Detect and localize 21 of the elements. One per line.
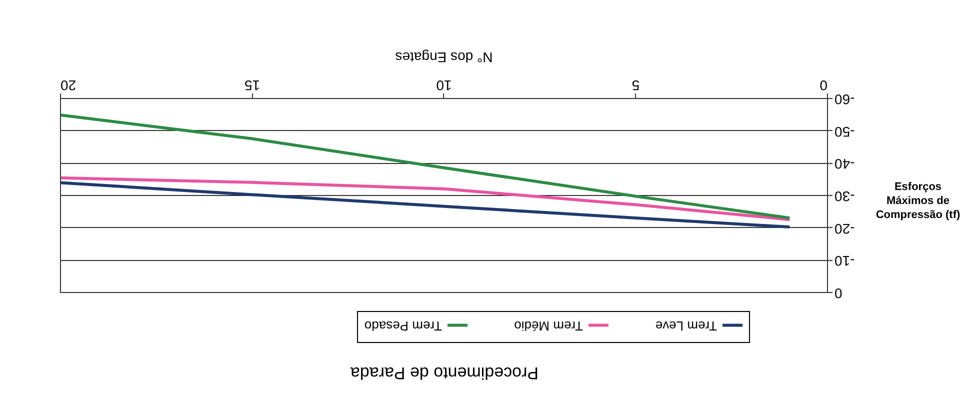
x-tick-label: 20 [60, 78, 76, 94]
line-series [61, 114, 792, 220]
y-tick-label: -40 [834, 156, 855, 172]
y-axis-title: Esforços Máximos de Compressão (tf) [874, 180, 962, 222]
y-tick-label: 0 [834, 286, 842, 302]
line-series [61, 176, 792, 222]
x-tick-label: 15 [244, 78, 260, 94]
y-tick-label: -20 [834, 220, 855, 237]
y-tick-label: -30 [834, 188, 855, 204]
text: Procedimento de Parada [350, 364, 539, 382]
x-tick-label: 5 [632, 78, 640, 94]
y-tick-label: -10 [834, 253, 855, 270]
x-tick-label: 10 [436, 78, 452, 94]
y-tick-label: -60 [834, 92, 855, 108]
x-tick-label: 0 [820, 78, 828, 94]
line-series [61, 181, 792, 229]
legend-label: Trem Pesado [364, 318, 442, 334]
legend-label: Trem Leve [655, 318, 717, 334]
y-tick-label: -50 [834, 124, 855, 140]
x-axis-title: N° dos Engates [395, 50, 493, 66]
legend-label: Trem Médio [514, 318, 583, 334]
